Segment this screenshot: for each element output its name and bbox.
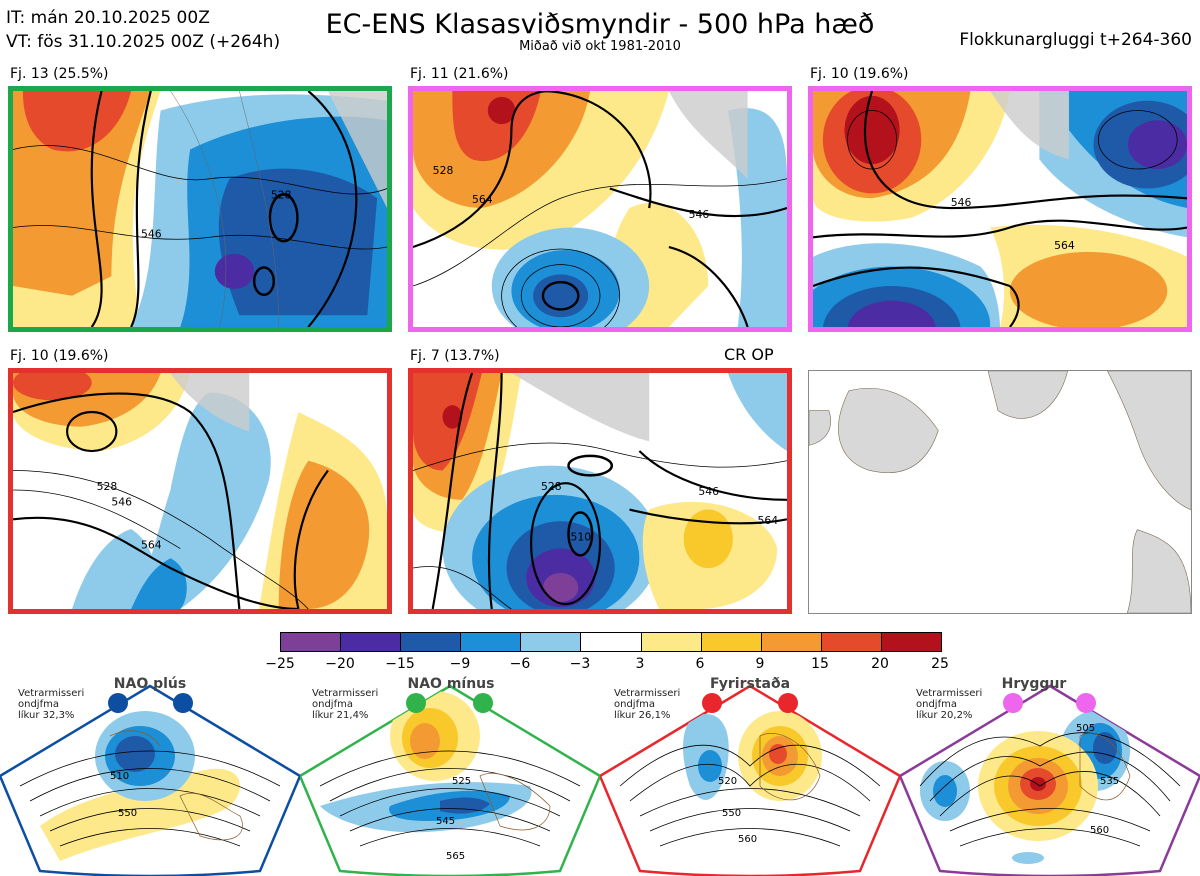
- empty-map-panel: [808, 370, 1192, 614]
- contour-label: 528: [271, 188, 292, 201]
- cluster-map-3-chart: 546 564: [813, 91, 1187, 327]
- regime-ridge-probability: Vetrarmisseri ondjfma líkur 20,2%: [916, 688, 983, 721]
- regime-marker: [702, 693, 722, 713]
- panel-1-label: Fj. 13 (25.5%): [10, 66, 109, 82]
- contour-label: 564: [472, 193, 493, 206]
- regime-contour-label: 510: [110, 771, 129, 782]
- cluster-map-4[interactable]: 528 546 564: [8, 368, 392, 614]
- page-title: EC-ENS Klasasviðsmyndir - 500 hPa hæð: [325, 9, 875, 40]
- colorbar-segment: [881, 633, 942, 651]
- colorbar-segment: [701, 633, 762, 651]
- empty-map-coastlines: [809, 371, 1191, 613]
- regime-blocking-title: Fyrirstaða: [709, 676, 791, 692]
- regime-nao-plus[interactable]: 510 550: [0, 676, 300, 876]
- cluster-map-2[interactable]: 528 564 546: [408, 86, 792, 332]
- panel-2-label: Fj. 11 (21.6%): [410, 66, 509, 82]
- cluster-map-5-chart: 528 510 546 564: [413, 373, 787, 609]
- regime-marker: [1003, 693, 1023, 713]
- contour-label: 546: [689, 208, 710, 221]
- cluster-map-5[interactable]: 528 510 546 564: [408, 368, 792, 614]
- cluster-map-1[interactable]: 546 528: [8, 86, 392, 332]
- contour-label: 564: [141, 539, 162, 552]
- regime-nao-minus-probability: Vetrarmisseri ondjfma líkur 21,4%: [312, 688, 379, 721]
- regime-marker: [173, 693, 193, 713]
- contour-label: 564: [757, 514, 778, 527]
- cluster-map-3[interactable]: 546 564: [808, 86, 1192, 332]
- contour-label: 528: [97, 480, 118, 493]
- regime-nao-plus-map: 510 550: [0, 684, 300, 876]
- colorbar-tick: −9: [449, 656, 471, 672]
- regime-marker: [473, 693, 493, 713]
- colorbar-tick: 15: [811, 656, 829, 672]
- colorbar-segment: [341, 633, 402, 651]
- panel-4-label: Fj. 10 (19.6%): [10, 348, 109, 364]
- regime-contour-label: 550: [722, 808, 741, 819]
- cluster-map-1-chart: 546 528: [13, 91, 387, 327]
- regime-marker: [1076, 693, 1096, 713]
- regime-nao-plus-probability: Vetrarmisseri ondjfma líkur 32,3%: [18, 688, 85, 721]
- colorbar-tick: 20: [871, 656, 889, 672]
- contour-label: 510: [570, 531, 591, 544]
- regime-contour-label: 535: [1100, 776, 1119, 787]
- regime-blocking-probability: Vetrarmisseri ondjfma líkur 26,1%: [614, 688, 681, 721]
- regime-contour-label: 545: [436, 816, 455, 827]
- regime-nao-minus-map: 525 545 565: [300, 684, 600, 876]
- regime-nao-plus-title: NAO plús: [113, 676, 187, 692]
- colorbar-tick: 6: [695, 656, 705, 672]
- contour-label: 546: [951, 196, 972, 209]
- contour-label: 546: [698, 485, 719, 498]
- contour-label: 546: [111, 496, 132, 509]
- regime-blocking-map: 520 550 560: [600, 684, 900, 876]
- panel-3-label: Fj. 10 (19.6%): [810, 66, 909, 82]
- cluster-map-2-chart: 528 564 546: [413, 91, 787, 327]
- colorbar-segment: [401, 633, 462, 651]
- contour-label: 564: [1054, 239, 1075, 252]
- regime-contour-label: 550: [118, 808, 137, 819]
- colorbar-segment: [461, 633, 522, 651]
- cluster-map-4-chart: 528 546 564: [13, 373, 387, 609]
- colorbar-segment: [581, 633, 642, 651]
- regime-contour-label: 565: [446, 851, 465, 862]
- control-run-tag: CR OP: [724, 345, 774, 364]
- anomaly-colorbar: [280, 632, 942, 652]
- regime-ridge-title: Hryggur: [1001, 676, 1067, 692]
- valid-time: VT: fös 31.10.2025 00Z (+264h): [6, 32, 281, 52]
- colorbar-tick: −20: [325, 656, 355, 672]
- contour-label: 528: [433, 164, 454, 177]
- colorbar-tick: −25: [265, 656, 295, 672]
- init-time: IT: mán 20.10.2025 00Z: [6, 8, 210, 28]
- regime-contour-label: 560: [738, 834, 757, 845]
- regime-contour-label: 520: [718, 776, 737, 787]
- regime-contour-label: 560: [1090, 825, 1109, 836]
- colorbar-tick: −6: [509, 656, 531, 672]
- colorbar-tick: −15: [385, 656, 415, 672]
- regime-marker: [778, 693, 798, 713]
- regime-ridge[interactable]: 505 535 560: [900, 676, 1200, 876]
- colorbar-tick: 3: [635, 656, 645, 672]
- regime-contour-label: 525: [452, 776, 471, 787]
- colorbar-tick: 9: [755, 656, 765, 672]
- panel-5-label: Fj. 7 (13.7%): [410, 348, 500, 364]
- contour-label: 546: [141, 227, 162, 240]
- colorbar-segment: [761, 633, 822, 651]
- regime-marker: [406, 693, 426, 713]
- regime-nao-minus[interactable]: 525 545 565: [300, 676, 600, 876]
- colorbar-segment: [821, 633, 882, 651]
- contour-label: 528: [541, 480, 562, 493]
- colorbar-tick: −3: [569, 656, 591, 672]
- colorbar-tick: 25: [931, 656, 949, 672]
- colorbar-segment: [281, 633, 342, 651]
- regime-ridge-map: 505 535 560: [900, 684, 1200, 876]
- colorbar-segment: [641, 633, 702, 651]
- colorbar-segment: [521, 633, 582, 651]
- regime-blocking[interactable]: 520 550 560: [600, 676, 900, 876]
- regime-nao-minus-title: NAO mínus: [407, 676, 495, 692]
- init-time-info: IT: mán 20.10.2025 00Z VT: fös 31.10.202…: [6, 6, 280, 54]
- classification-window: Flokkunargluggi t+264-360: [959, 30, 1192, 50]
- page-subtitle: Miðað við okt 1981-2010: [519, 39, 681, 54]
- regime-contour-label: 505: [1076, 723, 1095, 734]
- regime-marker: [108, 693, 128, 713]
